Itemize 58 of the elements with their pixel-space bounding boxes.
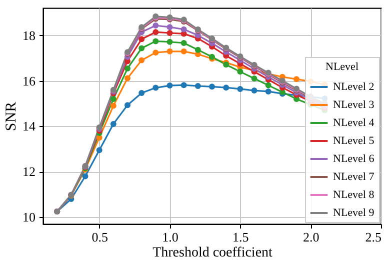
legend-label: NLevel 5 (333, 135, 375, 147)
point (265, 88, 272, 94)
point (294, 76, 300, 82)
legend-label: NLevel 8 (333, 189, 375, 201)
x-tick-label: 1.5 (232, 230, 249, 244)
point (180, 82, 187, 88)
point (124, 75, 130, 82)
x-tick-label: 1.0 (162, 230, 178, 244)
point (166, 30, 173, 36)
y-tick-label: 10 (22, 210, 36, 225)
x-tick-label: 0.5 (92, 230, 108, 244)
y-tick-label: 16 (22, 73, 36, 88)
x-tick-label: 2.0 (302, 230, 320, 244)
point (110, 102, 116, 109)
point (152, 38, 159, 44)
point (223, 84, 230, 91)
point (166, 82, 173, 89)
point (152, 22, 159, 28)
legend-label: NLevel 7 (333, 171, 375, 183)
point (110, 96, 116, 102)
point (166, 48, 173, 54)
legend-label: NLevel 4 (333, 117, 375, 129)
point (152, 84, 159, 91)
point (138, 57, 145, 64)
point (138, 45, 145, 52)
legend-title: NLevel (326, 61, 358, 73)
point (251, 88, 258, 94)
point (138, 36, 145, 42)
point (237, 68, 244, 75)
legend-label: NLevel 2 (333, 81, 374, 93)
point (194, 46, 201, 53)
point (209, 84, 215, 90)
y-tick-label: 12 (22, 164, 36, 180)
x-tick-label: 2.5 (365, 230, 382, 244)
y-tick-label: 14 (22, 118, 36, 134)
point (96, 147, 102, 154)
point (180, 40, 187, 46)
point (166, 24, 173, 30)
point (152, 50, 159, 56)
point (237, 86, 244, 92)
point (138, 90, 145, 96)
legend-label: NLevel 3 (333, 99, 375, 111)
point (110, 120, 116, 127)
point (124, 65, 130, 72)
legend-label: NLevel 9 (333, 207, 375, 219)
y-axis-title: SNR (4, 102, 20, 132)
y-tick-label: 18 (22, 28, 36, 43)
point (166, 38, 173, 45)
point (194, 82, 201, 89)
point (251, 75, 258, 82)
point (82, 173, 88, 180)
point (265, 82, 272, 88)
point (180, 26, 187, 32)
legend-label: NLevel 6 (333, 153, 375, 165)
point (124, 102, 130, 108)
x-axis-title: Threshold coefficient (152, 246, 273, 260)
point (152, 29, 159, 36)
point (180, 48, 187, 54)
